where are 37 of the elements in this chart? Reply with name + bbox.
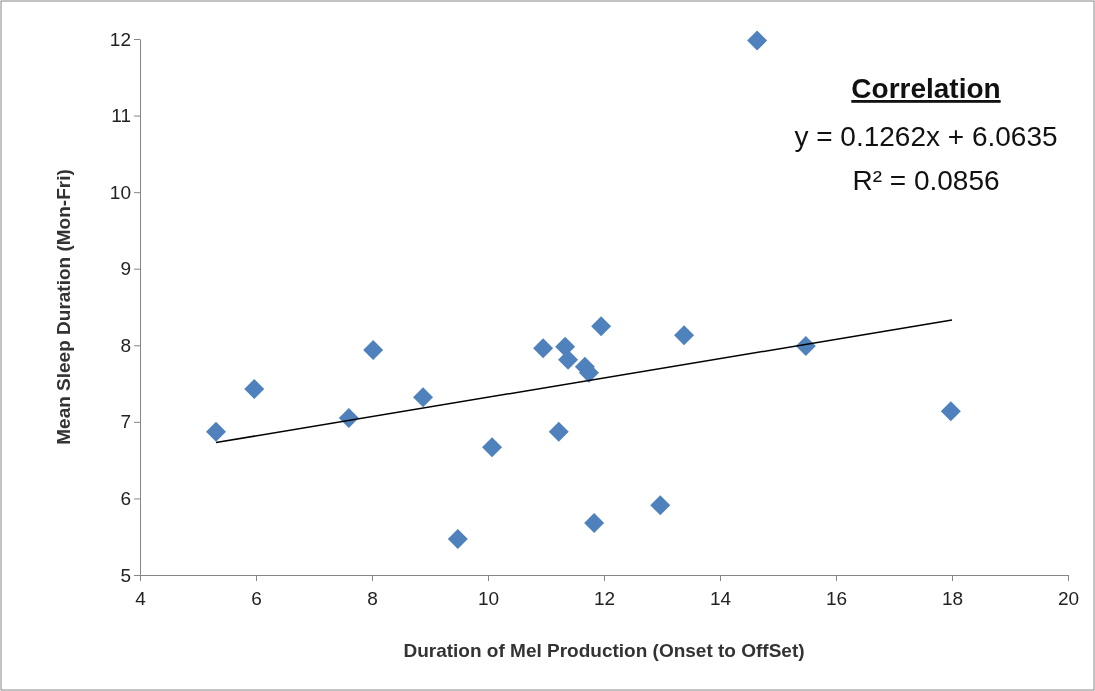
- y-tick-label: 6: [120, 488, 131, 510]
- point: [533, 338, 554, 359]
- y-tick-label: 11: [111, 105, 131, 127]
- point: [482, 437, 503, 458]
- point: [940, 401, 961, 422]
- point: [674, 325, 695, 346]
- point: [584, 512, 605, 533]
- x-tick-label: 12: [593, 587, 616, 609]
- y-tick-label: 7: [120, 411, 131, 433]
- point: [244, 378, 265, 399]
- x-axis-title: Duration of Mel Production (Onset to OffSet): [403, 640, 805, 661]
- y-tick-label: 8: [120, 334, 131, 356]
- x-tick-label: 8: [367, 587, 378, 609]
- y-tick-label: 5: [120, 564, 131, 586]
- x-tick-label: 20: [1057, 587, 1080, 609]
- annotation: Correlation: [851, 73, 1001, 104]
- point: [747, 30, 768, 51]
- point: [447, 529, 468, 550]
- x-tick-label: 4: [135, 587, 147, 609]
- point: [205, 421, 226, 442]
- x-tick-label: 6: [251, 587, 262, 609]
- annotation: y = 0.1262x + 6.0635: [794, 121, 1058, 152]
- y-tick-label: 10: [109, 181, 131, 203]
- point: [363, 339, 384, 360]
- y-tick-label: 12: [109, 28, 131, 50]
- x-tick-label: 16: [825, 587, 848, 609]
- point: [548, 421, 569, 442]
- point: [650, 495, 671, 516]
- point: [558, 349, 579, 370]
- point: [413, 387, 434, 408]
- x-tick-label: 10: [477, 587, 500, 609]
- x-tick-label: 14: [709, 587, 732, 609]
- x-tick-label: 18: [941, 587, 964, 609]
- y-tick-label: 9: [120, 258, 131, 280]
- y-axis-title: Mean Sleep Duration (Mon-Fri): [53, 169, 74, 445]
- annotation: R² = 0.0856: [852, 165, 1000, 196]
- point: [591, 316, 612, 337]
